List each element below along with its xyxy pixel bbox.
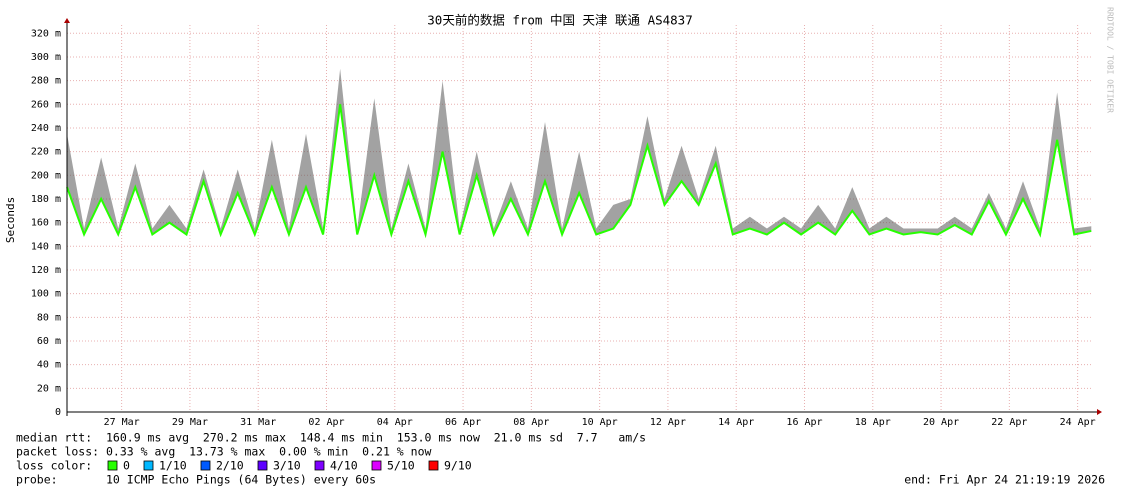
y-tick-label: 0 xyxy=(55,407,61,418)
x-tick-label: 04 Apr xyxy=(377,417,413,428)
x-tick-label: 08 Apr xyxy=(513,417,549,428)
smoke xyxy=(67,68,1092,235)
y-tick-label: 120 m xyxy=(31,265,61,276)
y-tick-label: 320 m xyxy=(31,28,61,39)
end-time: end: Fri Apr 24 21:19:19 2026 xyxy=(904,473,1105,487)
legend-label: 3/10 xyxy=(273,459,301,473)
y-tick-label: 80 m xyxy=(37,312,61,323)
x-tick-label: 18 Apr xyxy=(855,417,891,428)
x-tick-label: 02 Apr xyxy=(308,417,344,428)
loss-color-label: loss color: xyxy=(16,459,92,473)
x-tick-label: 29 Mar xyxy=(172,417,208,428)
x-tick-label: 16 Apr xyxy=(786,417,822,428)
legend-label: 1/10 xyxy=(159,459,187,473)
x-tick-label: 10 Apr xyxy=(582,417,618,428)
y-axis-label: Seconds xyxy=(4,197,17,243)
legend-label: 4/10 xyxy=(330,459,358,473)
y-tick-label: 280 m xyxy=(31,76,61,87)
y-tick-label: 220 m xyxy=(31,147,61,158)
y-tick-label: 60 m xyxy=(37,336,61,347)
x-tick-label: 14 Apr xyxy=(718,417,754,428)
probe: probe: 10 ICMP Echo Pings (64 Bytes) eve… xyxy=(16,473,376,487)
y-tick-label: 140 m xyxy=(31,241,61,252)
median-line xyxy=(66,104,1092,239)
x-tick-label: 22 Apr xyxy=(991,417,1027,428)
x-tick-label: 24 Apr xyxy=(1060,417,1096,428)
x-tick-label: 27 Mar xyxy=(104,417,140,428)
y-tick-label: 240 m xyxy=(31,123,61,134)
y-tick-label: 260 m xyxy=(31,99,61,110)
x-tick-label: 06 Apr xyxy=(445,417,481,428)
legend-swatch xyxy=(107,460,118,471)
legend-label: 0 xyxy=(123,459,130,473)
x-tick-label: 20 Apr xyxy=(923,417,959,428)
legend-label: 9/10 xyxy=(444,459,472,473)
y-arrow xyxy=(64,18,70,23)
legend-swatch xyxy=(428,460,439,471)
legend-swatch xyxy=(143,460,154,471)
legend-label: 5/10 xyxy=(387,459,415,473)
legend-swatch xyxy=(200,460,211,471)
legend-swatch xyxy=(371,460,382,471)
median-rtt: median rtt: 160.9 ms avg 270.2 ms max 14… xyxy=(16,431,646,445)
y-tick-label: 300 m xyxy=(31,52,61,63)
x-tick-label: 31 Mar xyxy=(240,417,276,428)
legend-swatch xyxy=(257,460,268,471)
x-tick-label: 12 Apr xyxy=(650,417,686,428)
y-tick-label: 200 m xyxy=(31,170,61,181)
legend-swatch xyxy=(314,460,325,471)
y-tick-label: 100 m xyxy=(31,289,61,300)
y-tick-label: 160 m xyxy=(31,218,61,229)
x-arrow xyxy=(1097,409,1102,415)
legend-label: 2/10 xyxy=(216,459,244,473)
packet-loss: packet loss: 0.33 % avg 13.73 % max 0.00… xyxy=(16,445,431,459)
chart-title: 30天前的数据 from 中国 天津 联通 AS4837 xyxy=(427,13,692,28)
plot-area: 0 20 m 40 m 60 m 80 m 100 m 120 m 140 m 160 m 180… xyxy=(31,18,1102,428)
y-tick-label: 40 m xyxy=(37,360,61,371)
side-note: RRDTOOL / TOBI OETIKER xyxy=(1106,7,1115,113)
y-tick-label: 180 m xyxy=(31,194,61,205)
y-tick-label: 20 m xyxy=(37,383,61,394)
